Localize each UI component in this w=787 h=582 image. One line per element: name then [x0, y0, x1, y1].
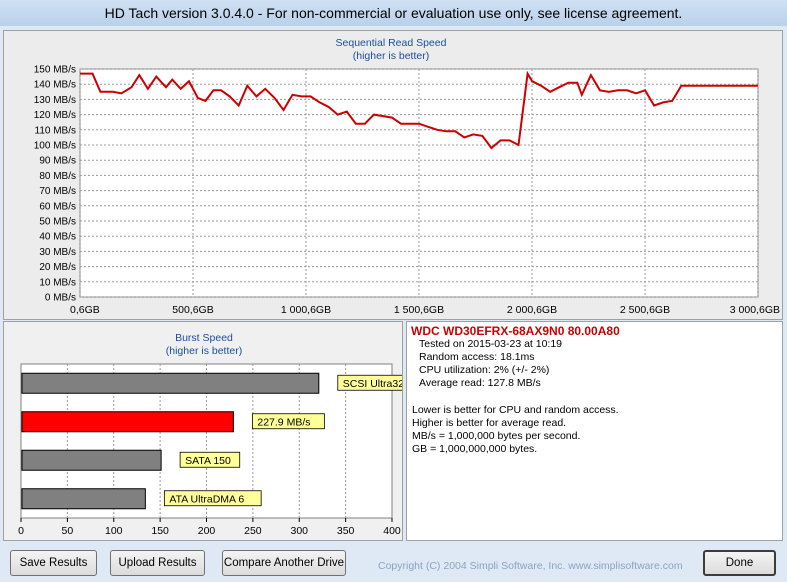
seq-chart-title: Sequential Read Speed	[336, 37, 447, 49]
seq-y-tick-label: 50 MB/s	[39, 217, 76, 228]
cpu-utilization: CPU utilization: 2% (+/- 2%)	[419, 364, 550, 376]
burst-bar-label: 227.9 MB/s	[257, 416, 310, 428]
note-line: GB = 1,000,000,000 bytes.	[412, 443, 538, 455]
burst-bar	[21, 372, 320, 394]
burst-x-tick-label: 0	[18, 525, 24, 537]
seq-y-tick-label: 130 MB/s	[34, 95, 76, 106]
seq-x-tick-label: 1 500,6GB	[394, 304, 444, 316]
note-line: Higher is better for average read.	[412, 417, 567, 429]
copyright-text: Copyright (C) 2004 Simpli Software, Inc.…	[378, 560, 683, 572]
save-results-button[interactable]: Save Results	[10, 550, 97, 576]
window-title: HD Tach version 3.0.4.0 - For non-commer…	[0, 0, 787, 26]
burst-x-tick-label: 150	[151, 525, 169, 537]
seq-chart-subtitle: (higher is better)	[353, 50, 429, 62]
seq-y-tick-label: 100 MB/s	[34, 141, 76, 152]
average-read: Average read: 127.8 MB/s	[419, 377, 541, 389]
burst-x-tick-label: 250	[244, 525, 262, 537]
seq-x-tick-label: 500,6GB	[172, 304, 213, 316]
seq-x-tick-label: 1 000,6GB	[281, 304, 331, 316]
seq-y-tick-label: 120 MB/s	[34, 110, 76, 121]
burst-bar-label-box	[337, 374, 402, 391]
seq-y-tick-label: 10 MB/s	[39, 277, 76, 288]
done-button[interactable]: Done	[703, 550, 776, 576]
burst-bar	[21, 449, 162, 471]
seq-y-tick-label: 30 MB/s	[39, 247, 76, 258]
burst-bar-label-box	[251, 413, 325, 430]
seq-y-tick-label: 110 MB/s	[35, 125, 77, 136]
burst-speed-chart: Burst Speed (higher is better) SCSI Ultr…	[18, 332, 402, 537]
seq-x-tick-label: 2 500,6GB	[620, 304, 670, 316]
sequential-read-chart: Sequential Read Speed (higher is better)…	[34, 37, 780, 316]
burst-bar-label-box	[163, 490, 262, 507]
note-line: Lower is better for CPU and random acces…	[412, 404, 619, 416]
burst-bar-label: SATA 150	[185, 455, 231, 467]
burst-bar-label-box	[179, 451, 241, 468]
seq-y-tick-label: 150 MB/s	[34, 65, 76, 76]
tested-date: Tested on 2015-03-23 at 10:19	[419, 338, 563, 350]
seq-y-tick-label: 0 MB/s	[45, 293, 76, 304]
seq-x-tick-label: 2 000,6GB	[507, 304, 557, 316]
burst-x-tick-label: 200	[198, 525, 216, 537]
burst-bar	[21, 488, 146, 510]
seq-y-tick-label: 40 MB/s	[39, 232, 76, 243]
burst-bar	[21, 411, 234, 433]
burst-chart-title: Burst Speed	[175, 332, 233, 344]
seq-y-tick-label: 90 MB/s	[39, 156, 76, 167]
burst-x-tick-label: 300	[290, 525, 308, 537]
note-line: MB/s = 1,000,000 bytes per second.	[412, 430, 581, 442]
burst-bar-label: ATA UltraDMA 6	[169, 493, 244, 505]
seq-series-line	[80, 70, 758, 150]
burst-x-tick-label: 400	[383, 525, 401, 537]
burst-x-tick-label: 350	[337, 525, 355, 537]
random-access: Random access: 18.1ms	[419, 351, 535, 363]
seq-y-tick-label: 20 MB/s	[39, 262, 76, 273]
seq-x-tick-label: 0,6GB	[70, 304, 100, 316]
drive-name: WDC WD30EFRX-68AX9N0 80.00A80	[411, 324, 620, 338]
compare-another-drive-button[interactable]: Compare Another Drive	[222, 550, 346, 576]
burst-speed-panel: Burst Speed (higher is better) SCSI Ultr…	[3, 321, 403, 541]
burst-chart-subtitle: (higher is better)	[166, 345, 242, 357]
sequential-read-panel: Sequential Read Speed (higher is better)…	[3, 30, 783, 320]
burst-bar-label: SCSI Ultra320	[343, 378, 402, 390]
seq-y-tick-label: 60 MB/s	[39, 201, 76, 212]
seq-y-tick-label: 70 MB/s	[39, 186, 76, 197]
upload-results-button[interactable]: Upload Results	[110, 550, 205, 576]
burst-x-tick-label: 100	[105, 525, 123, 537]
drive-info-panel: WDC WD30EFRX-68AX9N0 80.00A80 Tested on …	[406, 321, 783, 541]
seq-y-tick-label: 80 MB/s	[39, 171, 76, 182]
seq-x-tick-label: 3 000,6GB	[730, 304, 780, 316]
seq-y-tick-label: 140 MB/s	[34, 80, 76, 91]
burst-x-tick-label: 50	[62, 525, 74, 537]
